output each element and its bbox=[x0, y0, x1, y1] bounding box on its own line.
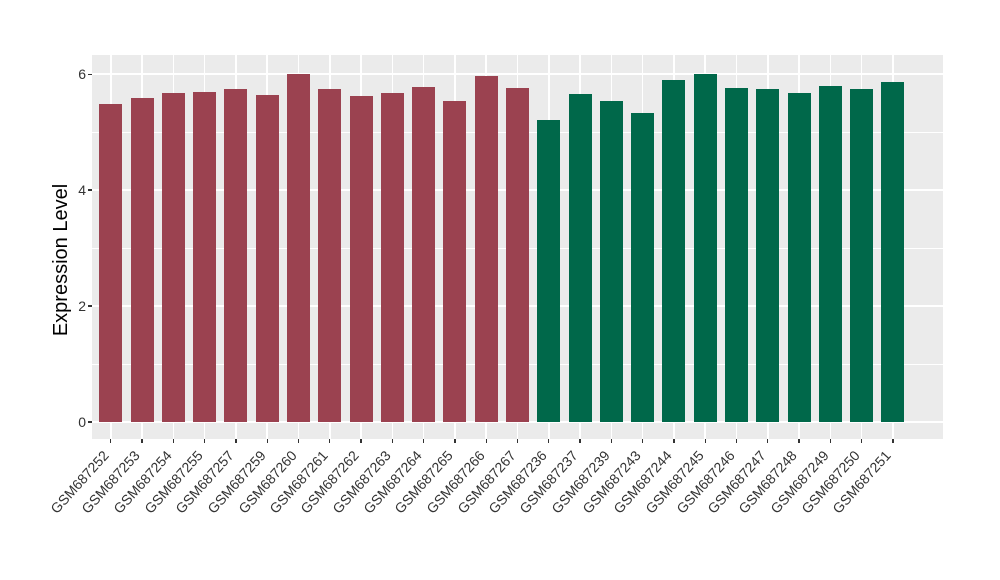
x-tick-mark-GSM687261 bbox=[329, 439, 331, 443]
bar-GSM687254 bbox=[161, 92, 185, 422]
bar-GSM687246 bbox=[725, 88, 748, 422]
y-tick-label-2: 2 bbox=[78, 298, 86, 315]
bar-GSM687263 bbox=[380, 92, 404, 422]
x-tick-mark-GSM687257 bbox=[235, 439, 237, 443]
bar-GSM687253 bbox=[130, 98, 154, 422]
x-tick-mark-GSM687263 bbox=[391, 439, 393, 443]
x-tick-mark-GSM687245 bbox=[704, 439, 706, 443]
bar-GSM687261 bbox=[318, 89, 342, 422]
bar-GSM687266 bbox=[474, 75, 498, 422]
x-tick-mark-GSM687267 bbox=[516, 439, 519, 443]
x-tick-mark-GSM687243 bbox=[642, 439, 644, 443]
x-tick-mark-GSM687237 bbox=[579, 439, 581, 443]
bar-GSM687236 bbox=[537, 119, 561, 422]
bar-GSM687264 bbox=[412, 86, 436, 422]
x-tick-mark-GSM687266 bbox=[485, 439, 487, 443]
plot-panel bbox=[92, 55, 943, 439]
bar-GSM687237 bbox=[568, 94, 592, 422]
y-tick-label-4: 4 bbox=[78, 182, 86, 199]
bar-GSM687267 bbox=[506, 88, 529, 422]
x-tick-mark-GSM687251 bbox=[892, 439, 894, 443]
x-tick-mark-GSM687259 bbox=[266, 439, 268, 443]
x-tick-mark-GSM687262 bbox=[360, 439, 362, 443]
x-tick-mark-GSM687264 bbox=[423, 439, 425, 443]
bar-GSM687260 bbox=[286, 74, 310, 422]
bar-GSM687265 bbox=[443, 101, 467, 422]
bar-GSM687239 bbox=[599, 101, 623, 422]
bar-GSM687250 bbox=[850, 89, 874, 422]
x-tick-mark-GSM687246 bbox=[735, 439, 738, 443]
bar-GSM687251 bbox=[881, 82, 905, 422]
bar-GSM687247 bbox=[756, 89, 780, 422]
x-tick-mark-GSM687255 bbox=[204, 439, 206, 443]
x-tick-mark-GSM687250 bbox=[861, 439, 863, 443]
bar-GSM687243 bbox=[631, 112, 655, 422]
y-tick-label-0: 0 bbox=[78, 414, 86, 430]
bar-GSM687245 bbox=[693, 73, 717, 422]
bar-GSM687259 bbox=[255, 95, 279, 422]
x-tick-mark-GSM687253 bbox=[141, 439, 143, 443]
x-tick-mark-GSM687236 bbox=[548, 439, 550, 443]
bar-GSM687244 bbox=[662, 79, 686, 422]
x-tick-mark-GSM687244 bbox=[673, 439, 675, 443]
bar-GSM687249 bbox=[818, 86, 842, 422]
y-tick-mark-4 bbox=[88, 189, 92, 191]
bar-GSM687252 bbox=[99, 104, 123, 422]
y-tick-mark-0 bbox=[88, 421, 92, 423]
x-tick-mark-GSM687265 bbox=[454, 439, 456, 443]
y-tick-label-6: 6 bbox=[78, 66, 86, 83]
x-tick-mark-GSM687260 bbox=[297, 439, 300, 443]
x-tick-mark-GSM687249 bbox=[829, 439, 831, 443]
y-tick-mark-6 bbox=[88, 73, 92, 75]
bar-GSM687262 bbox=[349, 96, 373, 422]
x-tick-mark-GSM687247 bbox=[767, 439, 769, 443]
bar-GSM687255 bbox=[193, 92, 217, 422]
x-tick-mark-GSM687248 bbox=[798, 439, 800, 443]
x-tick-mark-GSM687239 bbox=[610, 439, 612, 443]
x-tick-mark-GSM687252 bbox=[110, 439, 112, 443]
x-tick-mark-GSM687254 bbox=[172, 439, 174, 443]
bar-GSM687248 bbox=[787, 92, 811, 422]
y-tick-mark-2 bbox=[88, 305, 92, 307]
bar-GSM687257 bbox=[224, 88, 248, 422]
